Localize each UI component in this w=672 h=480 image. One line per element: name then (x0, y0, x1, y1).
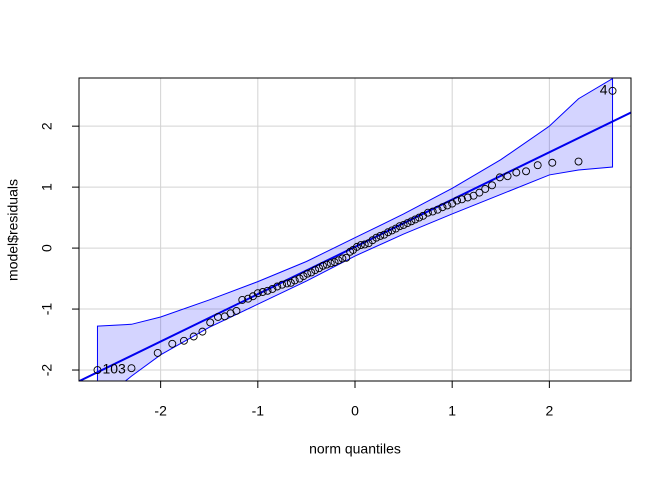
y-tick-label: -1 (39, 303, 55, 316)
x-tick-label: 0 (351, 403, 359, 419)
y-tick-label: 1 (39, 183, 55, 191)
point (153, 349, 162, 357)
point (189, 332, 198, 341)
point (457, 195, 466, 204)
y-tick-label: -2 (39, 364, 55, 377)
point (453, 196, 461, 205)
point (334, 256, 343, 265)
point (372, 233, 381, 242)
point-label: 4 (600, 82, 608, 98)
point (391, 224, 400, 233)
point (356, 241, 365, 249)
point (488, 181, 496, 190)
point (548, 158, 557, 167)
point (475, 188, 484, 197)
point (253, 289, 262, 298)
point (407, 217, 416, 226)
point (387, 226, 396, 235)
y-tick-label: 0 (39, 244, 55, 252)
point (574, 157, 583, 166)
point (438, 203, 447, 212)
point (263, 286, 272, 295)
point (286, 278, 295, 287)
point (338, 254, 347, 263)
point (93, 366, 102, 374)
x-tick-label: -1 (252, 403, 265, 419)
point (198, 327, 207, 336)
point (278, 280, 287, 289)
y-axis-label: model$residuals (5, 179, 21, 281)
point (283, 279, 291, 288)
y-tick-label: 2 (39, 122, 55, 130)
point (380, 230, 389, 239)
point (303, 269, 312, 278)
point (258, 288, 267, 296)
point (330, 258, 339, 267)
point (443, 201, 452, 210)
point (322, 260, 331, 269)
point (273, 282, 282, 291)
point (503, 172, 512, 181)
x-tick-label: 1 (448, 403, 456, 419)
point (463, 193, 472, 202)
point (307, 268, 316, 277)
point (342, 253, 351, 262)
point (399, 220, 408, 229)
point (238, 295, 247, 304)
x-tick-label: -2 (154, 403, 167, 419)
point (232, 306, 241, 315)
point (376, 231, 385, 240)
point (352, 242, 361, 251)
point (290, 276, 299, 285)
point (268, 284, 277, 293)
point (533, 161, 542, 170)
point (168, 339, 177, 348)
point (395, 222, 404, 231)
point (315, 264, 323, 273)
point (299, 272, 308, 281)
point (415, 213, 424, 222)
point (423, 208, 432, 217)
point (403, 219, 412, 228)
point (244, 294, 253, 303)
point (127, 364, 136, 373)
point (326, 259, 335, 268)
point (495, 173, 504, 182)
point (295, 274, 304, 283)
x-tick-label: 2 (545, 403, 553, 419)
point (384, 228, 392, 237)
plot-area (79, 78, 631, 381)
point (311, 266, 320, 274)
point (428, 207, 437, 216)
point (318, 261, 327, 270)
x-axis-label: norm quantiles (309, 441, 401, 457)
point (411, 215, 420, 224)
point (433, 205, 442, 214)
point (481, 185, 490, 193)
point (512, 168, 521, 177)
point (206, 318, 215, 327)
point (522, 167, 530, 176)
point (368, 236, 377, 245)
point-label: 103 (102, 361, 126, 377)
point (360, 240, 369, 249)
point (608, 86, 617, 95)
point (180, 336, 188, 345)
